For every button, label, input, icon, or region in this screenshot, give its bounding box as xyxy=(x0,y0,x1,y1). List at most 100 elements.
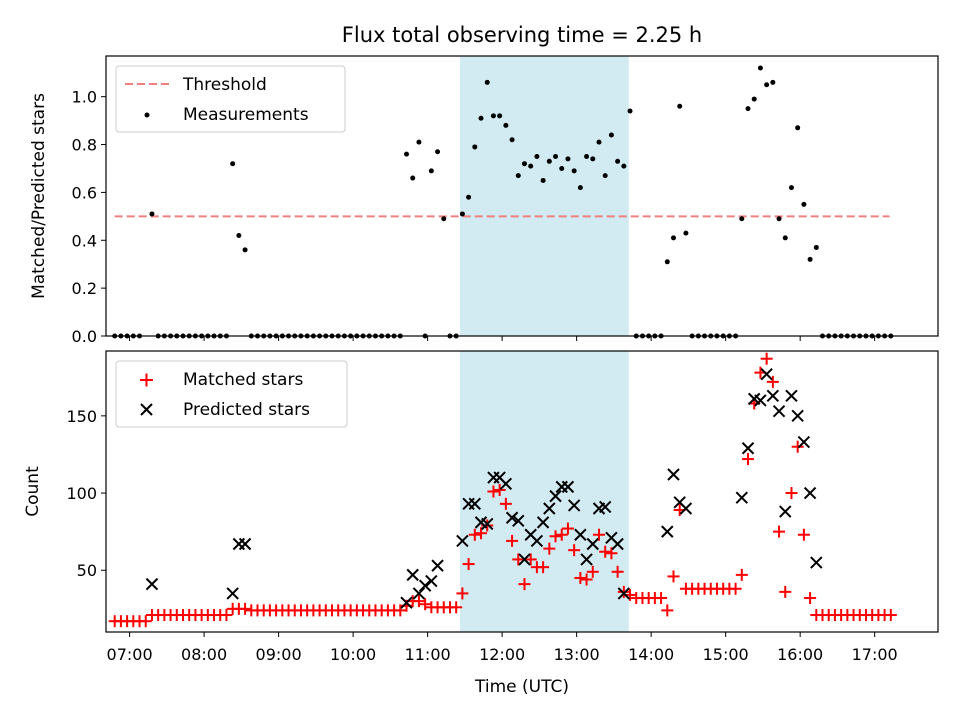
predicted-point xyxy=(406,568,419,582)
predicted-point xyxy=(145,577,159,591)
matched-point xyxy=(543,542,556,555)
legend-measurements-swatch xyxy=(144,112,150,118)
matched-point xyxy=(742,453,755,466)
measurement-point xyxy=(478,115,484,121)
predicted-point xyxy=(679,502,693,515)
matched-point xyxy=(450,601,463,614)
matched-point xyxy=(499,497,512,510)
predicted-point xyxy=(543,502,556,515)
x-tick-label: 10:00 xyxy=(330,645,376,664)
predicted-point xyxy=(760,367,773,381)
y-axis-label: Count xyxy=(23,466,43,517)
measurement-point xyxy=(497,113,503,119)
measurement-point xyxy=(242,247,248,253)
predicted-point xyxy=(735,491,749,504)
predicted-point xyxy=(425,574,438,588)
x-axis-ticks xyxy=(129,336,876,341)
predicted-point xyxy=(412,587,426,600)
measurement-point xyxy=(565,156,571,162)
matched-point xyxy=(493,483,506,496)
y-tick-label: 0.8 xyxy=(72,136,97,155)
matched-point xyxy=(506,534,519,547)
predicted-point xyxy=(232,537,246,551)
measurement-point xyxy=(584,154,590,160)
highlight-span xyxy=(459,351,629,632)
y-tick-label: 0.0 xyxy=(72,327,97,346)
measurement-point xyxy=(739,216,745,222)
predicted-point xyxy=(549,489,562,503)
predicted-point xyxy=(499,477,513,490)
count-panel: 50 100 150 07:00 08:00 09:00 10:00 11:00 12:00 1… xyxy=(23,350,939,697)
predicted-point xyxy=(803,486,817,500)
measurement-point xyxy=(621,163,627,169)
legend-predicted-label: Predicted stars xyxy=(183,400,310,420)
predicted-point xyxy=(238,537,252,551)
measurement-point xyxy=(801,201,807,207)
predicted-point xyxy=(431,559,444,572)
matched-point xyxy=(605,547,618,560)
matched-point xyxy=(791,440,804,453)
predicted-point xyxy=(418,579,432,592)
y-tick-label: 0.4 xyxy=(72,231,97,250)
predicted-point xyxy=(785,389,798,402)
matched-point xyxy=(580,573,593,586)
measurement-point xyxy=(664,259,670,265)
predicted-point xyxy=(580,553,593,566)
measurement-point xyxy=(770,79,776,85)
predicted-point xyxy=(561,480,575,494)
matched-point xyxy=(220,609,233,622)
x-tick-label: 17:00 xyxy=(852,645,898,664)
measurement-point xyxy=(615,158,621,164)
matched-point xyxy=(568,544,581,557)
plot-frame xyxy=(105,55,939,337)
matched-point xyxy=(729,582,742,595)
x-axis: 07:00 08:00 09:00 10:00 11:00 12:00 13:00 14:00… xyxy=(107,632,898,664)
matched-point xyxy=(512,553,525,566)
matched-point xyxy=(617,585,630,598)
predicted-point xyxy=(611,537,624,551)
matched-point xyxy=(760,352,773,365)
legend: Matched stars Predicted stars xyxy=(115,360,348,428)
x-tick-label: 09:00 xyxy=(256,645,302,664)
measurement-point xyxy=(776,216,782,222)
measurement-point xyxy=(602,173,608,179)
measurement-points xyxy=(112,65,894,339)
x-tick-label: 12:00 xyxy=(479,645,525,664)
predicted-point xyxy=(617,587,631,600)
ratio-panel: 0.0 0.2 0.4 0.6 0.8 1.0 Flux total observing … xyxy=(29,23,939,346)
matched-point xyxy=(419,598,432,611)
predicted-point xyxy=(456,534,469,548)
matched-point xyxy=(475,527,488,540)
predicted-point xyxy=(505,511,519,524)
matched-point xyxy=(797,528,810,541)
highlight-span xyxy=(459,56,629,336)
x-axis-label: Time (UTC) xyxy=(474,677,569,697)
matched-point xyxy=(735,568,748,581)
matched-point xyxy=(586,565,599,578)
matched-point xyxy=(779,585,792,598)
matched-point xyxy=(773,525,786,538)
measurement-point xyxy=(670,235,676,241)
matched-point xyxy=(412,595,425,608)
matched-point xyxy=(456,587,469,600)
y-tick-label: 0.2 xyxy=(72,279,97,298)
predicted-point xyxy=(574,528,587,541)
measurement-point xyxy=(428,168,434,174)
legend-box xyxy=(115,65,346,133)
measurement-point xyxy=(553,154,559,160)
predicted-point xyxy=(586,537,599,551)
predicted-point xyxy=(598,500,612,514)
matched-point xyxy=(661,604,674,617)
x-tick-label: 14:00 xyxy=(628,645,674,664)
measurement-point xyxy=(540,177,546,183)
measurement-point xyxy=(435,149,441,155)
matched-point xyxy=(394,604,407,617)
legend-matched-label: Matched stars xyxy=(183,370,303,390)
measurement-point xyxy=(472,144,478,150)
predicted-point xyxy=(741,442,755,455)
measurement-point xyxy=(459,211,465,217)
measurement-point xyxy=(590,156,596,162)
predicted-point xyxy=(667,468,680,481)
predicted-points xyxy=(145,367,823,609)
